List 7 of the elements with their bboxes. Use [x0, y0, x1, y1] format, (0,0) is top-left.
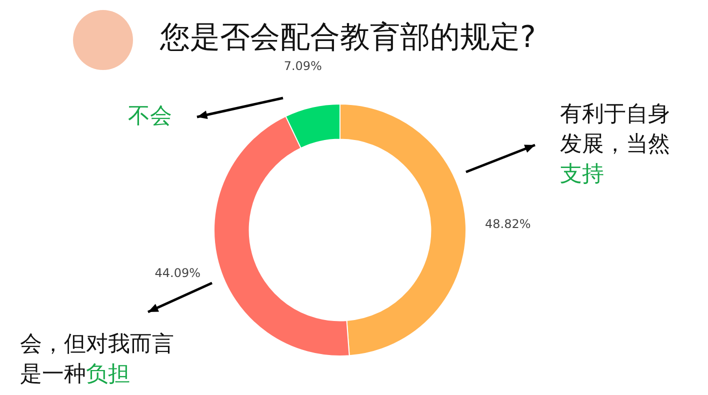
data-label: 48.82%: [485, 216, 531, 231]
slice-label: 不会: [128, 104, 172, 129]
data-label: 44.09%: [154, 266, 201, 280]
chart-title: 您是否会配合教育部的规定?: [160, 19, 536, 57]
data-label: 7.09%: [284, 59, 322, 74]
slice-label: 有利于自身发展，当然支持: [560, 101, 671, 189]
slice-label: 会，但对我而言是一种负担: [20, 331, 175, 389]
